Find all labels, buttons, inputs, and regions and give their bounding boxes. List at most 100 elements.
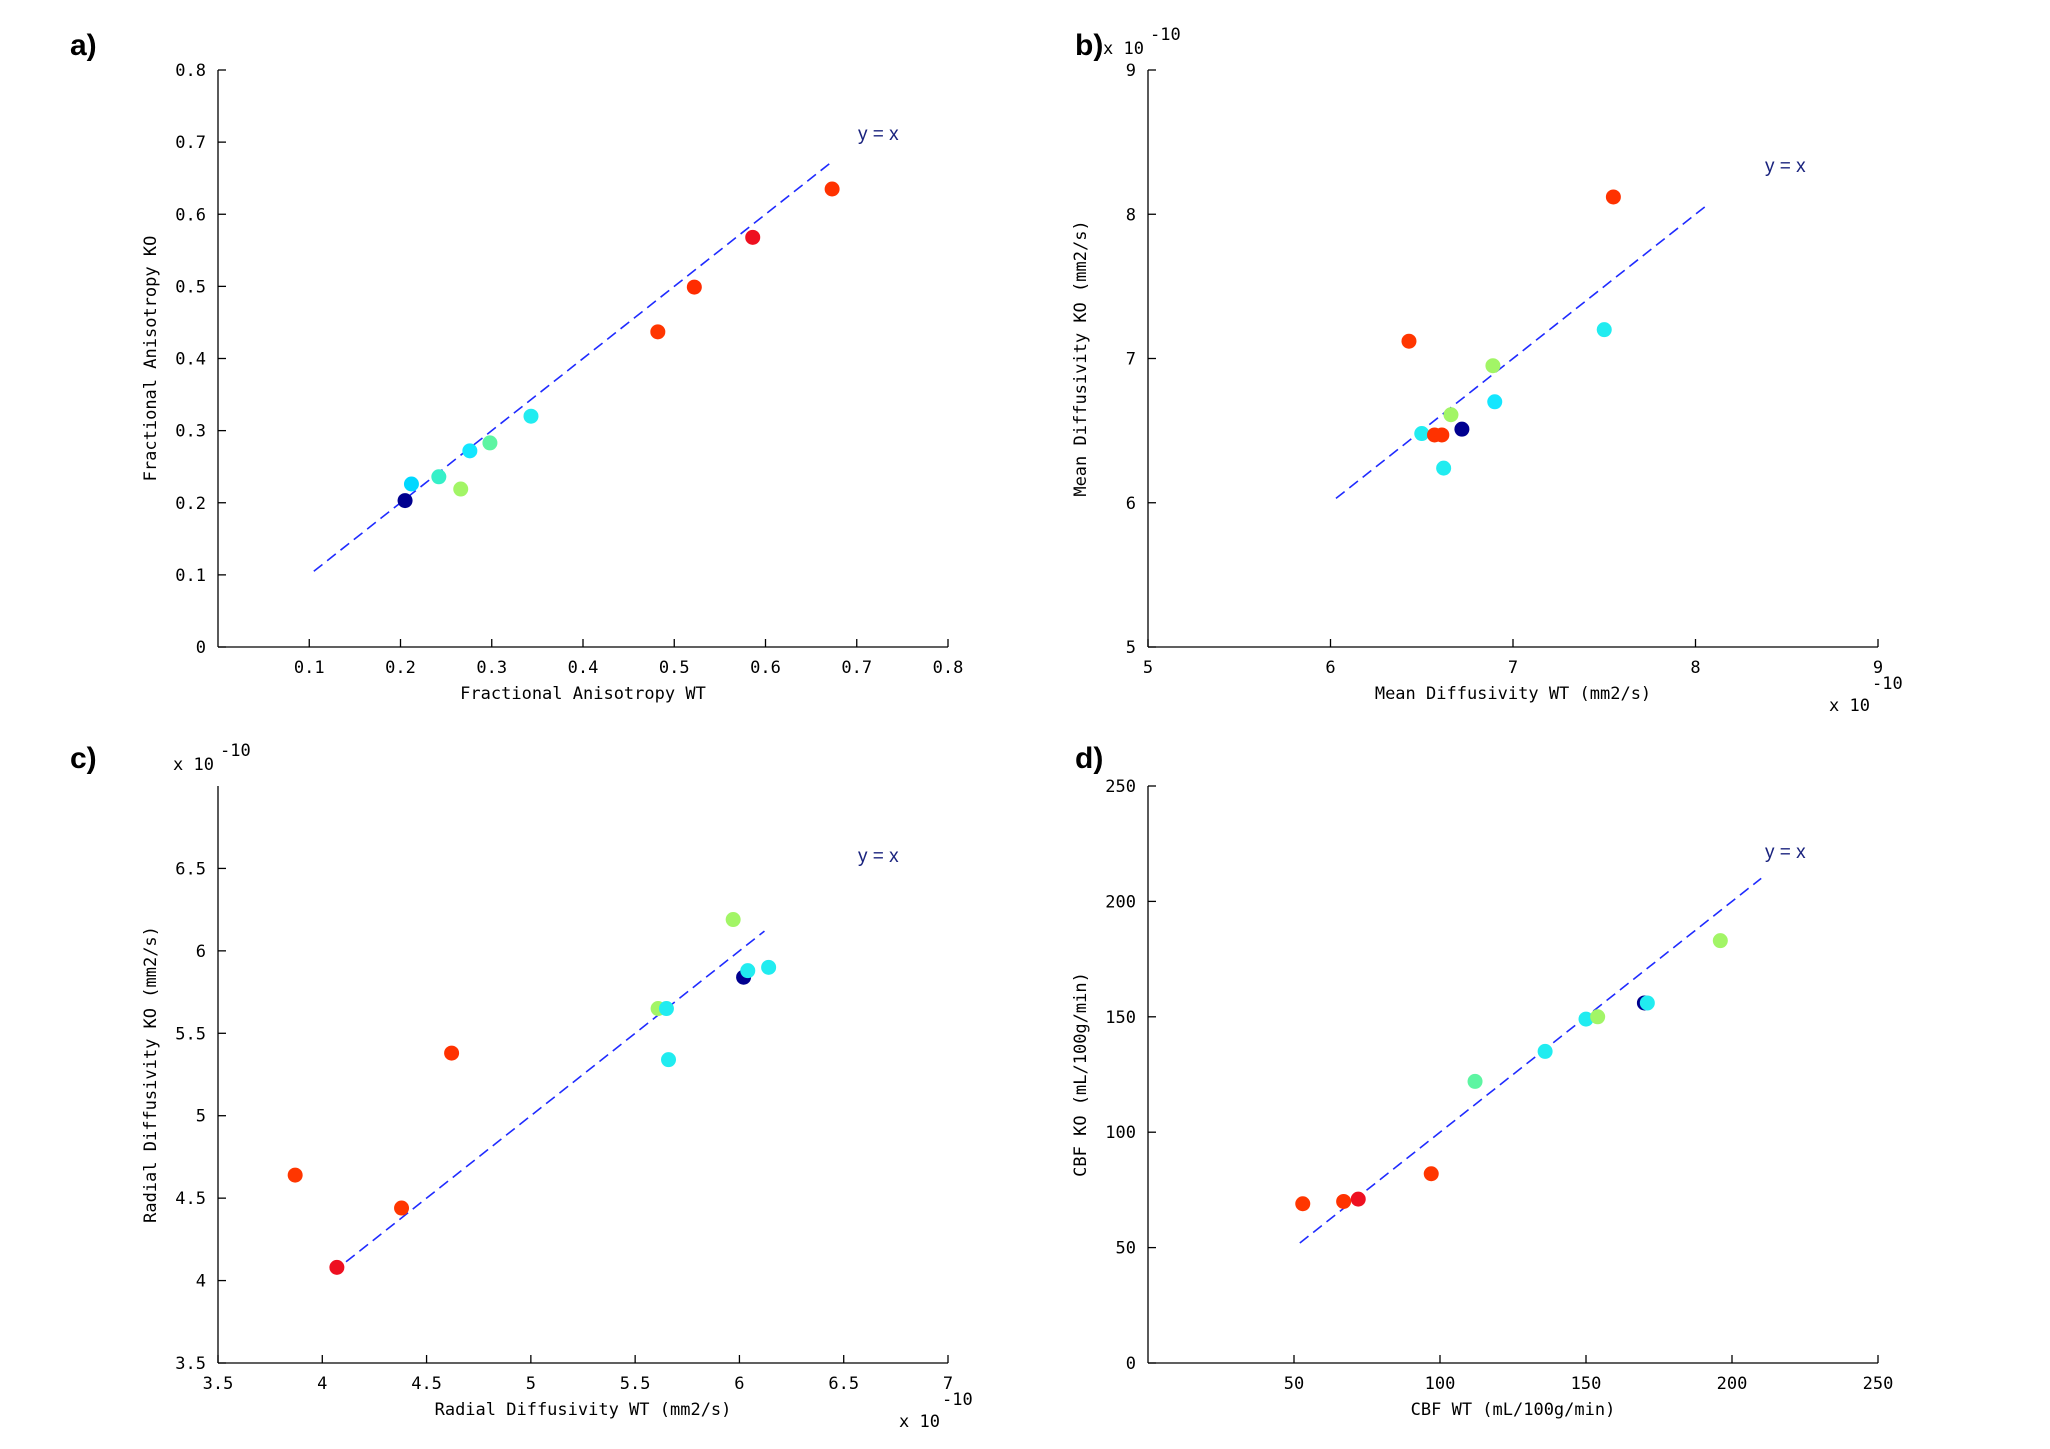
data-point: [394, 1200, 410, 1216]
x-tick-label: 7: [943, 1374, 953, 1394]
data-point: [740, 963, 756, 979]
x-tick-label: 8: [1690, 658, 1700, 678]
y-axis-label: CBF KO (mL/100g/min): [1071, 972, 1091, 1177]
data-point: [431, 469, 447, 485]
y-exponent-power: -10: [220, 741, 251, 761]
data-point: [1350, 1191, 1366, 1207]
data-point: [1590, 1009, 1606, 1025]
x-tick-label: 150: [1571, 1374, 1602, 1394]
y-tick-label: 0: [196, 638, 206, 658]
x-tick-label: 0.5: [659, 658, 690, 678]
y-tick-label: 6: [196, 942, 206, 962]
data-point: [444, 1045, 460, 1061]
y-tick-label: 6: [1126, 494, 1136, 514]
y-tick-label: 50: [1116, 1239, 1136, 1259]
data-point: [287, 1167, 303, 1183]
y-tick-label: 150: [1105, 1008, 1136, 1028]
x-axis-label: Mean Diffusivity WT (mm2/s): [1375, 684, 1651, 704]
x-axis-label: Radial Diffusivity WT (mm2/s): [435, 1400, 732, 1420]
y-tick-label: 4: [196, 1272, 206, 1292]
y-axis-label: Radial Diffusivity KO (mm2/s): [141, 926, 161, 1223]
data-point: [1401, 333, 1417, 349]
data-point: [1467, 1073, 1483, 1089]
data-point: [745, 229, 761, 245]
x-tick-label: 6: [1325, 658, 1335, 678]
panel-label: d): [1075, 742, 1103, 775]
data-point: [1434, 427, 1450, 443]
panel-label: b): [1075, 29, 1103, 62]
x-tick-label: 200: [1717, 1374, 1748, 1394]
y-tick-label: 100: [1105, 1123, 1136, 1143]
panel-label: c): [70, 742, 97, 775]
data-point: [523, 408, 539, 424]
panel-a: a) 0.1 0.2 0.3 0.4 0.5 0.6 0.7 0.8 0 0.1 0.2 0.3 0.4 0…: [70, 29, 963, 704]
data-point: [1443, 407, 1459, 423]
data-point: [453, 481, 469, 497]
panel-label: a): [70, 29, 97, 62]
x-tick-label: 0.1: [294, 658, 325, 678]
data-point: [725, 912, 741, 928]
data-point: [1639, 995, 1655, 1011]
y-tick-label: 0: [1126, 1354, 1136, 1374]
reference-line-label: y = x: [858, 124, 899, 145]
y-tick-label: 7: [1126, 350, 1136, 370]
x-tick-label: 250: [1863, 1374, 1894, 1394]
x-tick-label: 5: [526, 1374, 536, 1394]
x-tick-label: 4.5: [411, 1374, 442, 1394]
x-tick-label: 6: [734, 1374, 744, 1394]
data-point: [397, 493, 413, 509]
y-tick-label: 5: [196, 1107, 206, 1127]
data-point: [329, 1259, 345, 1275]
y-tick-label: 0.6: [175, 205, 206, 225]
x-tick-label: 0.3: [476, 658, 507, 678]
y-tick-label: 0.2: [175, 494, 206, 514]
x-tick-label: 7: [1508, 658, 1518, 678]
data-point: [482, 435, 498, 451]
x-tick-label: 0.6: [750, 658, 781, 678]
y-tick-label: 0.4: [175, 350, 206, 370]
x-tick-label: 9: [1873, 658, 1883, 678]
data-point: [1487, 394, 1503, 410]
y-tick-label: 5: [1126, 638, 1136, 658]
data-point: [403, 476, 419, 492]
data-point: [462, 443, 478, 459]
y-tick-label: 6.5: [175, 859, 206, 879]
x-tick-label: 6.5: [828, 1374, 859, 1394]
data-point: [1596, 322, 1612, 338]
x-tick-label: 100: [1425, 1374, 1456, 1394]
x-exponent-power: -10: [942, 1390, 973, 1410]
y-tick-label: 5.5: [175, 1024, 206, 1044]
reference-line-label: y = x: [1765, 842, 1806, 863]
x-tick-label: 0.8: [933, 658, 964, 678]
data-point: [1295, 1196, 1311, 1212]
x-tick-label: 0.4: [568, 658, 599, 678]
x-tick-label: 50: [1284, 1374, 1304, 1394]
x-tick-label: 5: [1143, 658, 1153, 678]
y-tick-label: 0.3: [175, 422, 206, 442]
x-tick-label: 5.5: [620, 1374, 651, 1394]
reference-line: [332, 930, 765, 1273]
data-point: [658, 1001, 674, 1017]
x-tick-label: 3.5: [203, 1374, 234, 1394]
panel-b: b) 5 6 7 8 9 5 6 7 8 9 Mean Diffusivity WT (mm2/s) M…: [1071, 25, 1903, 716]
x-exponent-power: -10: [1872, 674, 1903, 694]
data-point: [650, 324, 666, 340]
reference-line: [1335, 203, 1709, 500]
data-point: [1537, 1043, 1553, 1059]
reference-line-label: y = x: [1765, 156, 1806, 177]
x-exponent-base: x 10: [1829, 696, 1870, 716]
y-tick-label: 8: [1126, 205, 1136, 225]
data-point: [1712, 933, 1728, 949]
y-tick-label: 250: [1105, 777, 1136, 797]
data-point: [661, 1052, 677, 1068]
x-exponent-base: x 10: [899, 1412, 940, 1432]
reference-line: [313, 163, 830, 572]
y-tick-label: 9: [1126, 61, 1136, 81]
y-tick-label: 3.5: [175, 1354, 206, 1374]
reference-line: [1299, 877, 1762, 1244]
x-axis-label: CBF WT (mL/100g/min): [1411, 1400, 1616, 1420]
y-tick-label: 200: [1105, 892, 1136, 912]
data-point: [761, 959, 777, 975]
data-point: [1414, 426, 1430, 442]
